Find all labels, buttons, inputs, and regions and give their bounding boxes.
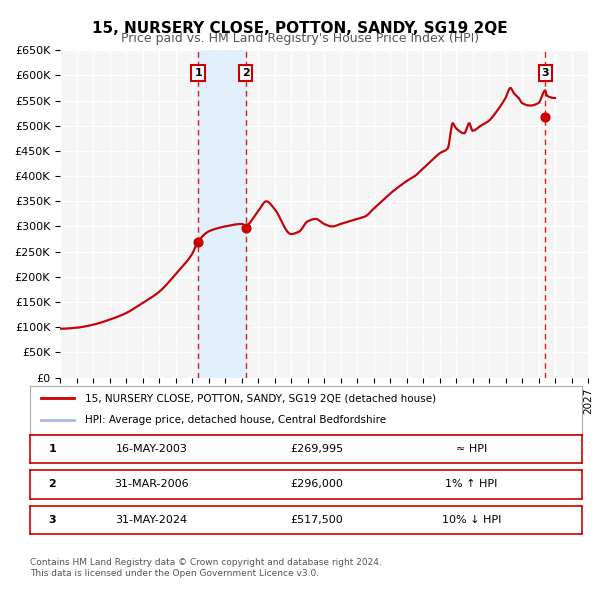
Point [193, 237, 203, 246]
Text: £517,500: £517,500 [290, 515, 343, 525]
Point [241, 224, 250, 233]
Text: ≈ HPI: ≈ HPI [456, 444, 487, 454]
Text: Price paid vs. HM Land Registry's House Price Index (HPI): Price paid vs. HM Land Registry's House … [121, 32, 479, 45]
Text: 1: 1 [48, 444, 56, 454]
Text: 15, NURSERY CLOSE, POTTON, SANDY, SG19 2QE (detached house): 15, NURSERY CLOSE, POTTON, SANDY, SG19 2… [85, 394, 436, 403]
Text: 10% ↓ HPI: 10% ↓ HPI [442, 515, 501, 525]
Text: £269,995: £269,995 [290, 444, 344, 454]
Point [541, 112, 550, 122]
Text: 15, NURSERY CLOSE, POTTON, SANDY, SG19 2QE: 15, NURSERY CLOSE, POTTON, SANDY, SG19 2… [92, 21, 508, 35]
Bar [198, 50, 245, 378]
Text: £296,000: £296,000 [290, 480, 343, 489]
Text: 3: 3 [48, 515, 56, 525]
Text: Contains HM Land Registry data © Crown copyright and database right 2024.: Contains HM Land Registry data © Crown c… [30, 558, 382, 566]
Text: 31-MAR-2006: 31-MAR-2006 [114, 480, 189, 489]
Text: 2: 2 [242, 68, 250, 78]
Text: 1% ↑ HPI: 1% ↑ HPI [445, 480, 498, 489]
Text: This data is licensed under the Open Government Licence v3.0.: This data is licensed under the Open Gov… [30, 569, 319, 578]
Text: 3: 3 [541, 68, 549, 78]
Text: HPI: Average price, detached house, Central Bedfordshire: HPI: Average price, detached house, Cent… [85, 415, 386, 425]
Text: 1: 1 [194, 68, 202, 78]
Text: 16-MAY-2003: 16-MAY-2003 [116, 444, 187, 454]
Text: 31-MAY-2024: 31-MAY-2024 [115, 515, 188, 525]
Text: 2: 2 [48, 480, 56, 489]
